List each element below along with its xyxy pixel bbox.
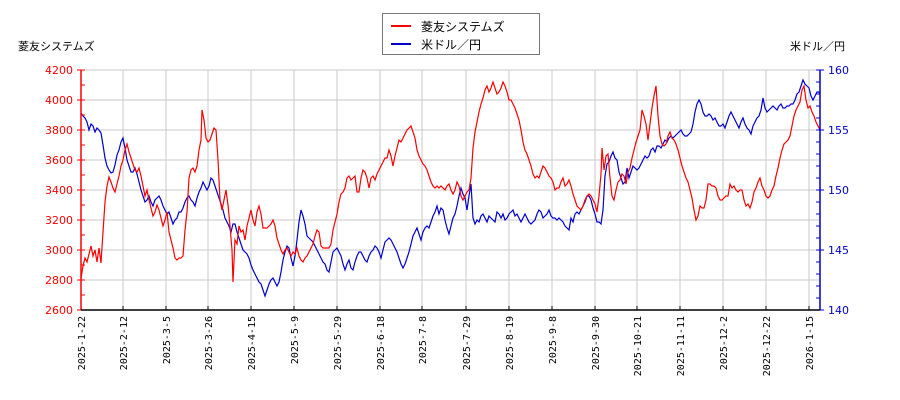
right-tick-label: 145: [828, 244, 849, 257]
x-tick-label: 2025-9-8: [548, 316, 559, 364]
right-tick-label: 160: [828, 64, 849, 77]
series-line: [80, 80, 821, 283]
right-tick-label: 150: [828, 184, 849, 197]
left-tick-label: 3800: [45, 124, 73, 137]
x-tick-label: 2025-7-8: [418, 316, 429, 364]
legend: 菱友システムズ 米ドル／円: [382, 13, 540, 55]
x-tick-label: 2025-3-5: [162, 316, 173, 364]
x-tick-label: 2025-5-29: [333, 316, 344, 370]
left-tick-label: 4200: [45, 64, 73, 77]
x-tick-label: 2025-1-22: [77, 316, 88, 370]
right-axis-title: 米ドル／円: [790, 40, 845, 53]
left-tick-label: 4000: [45, 94, 73, 107]
gridlines: [81, 69, 820, 310]
x-tick-label: 2025-6-18: [376, 316, 387, 370]
left-axis-title: 菱友システムズ: [18, 40, 95, 53]
legend-swatch-red: [391, 25, 411, 27]
left-tick-label: 3200: [45, 214, 73, 227]
legend-label-stock: 菱友システムズ: [421, 19, 505, 34]
legend-swatch-blue: [391, 43, 411, 45]
x-tick-label: 2026-1-15: [805, 316, 816, 370]
x-tick-label: 2025-7-29: [462, 316, 473, 370]
axes: 2600 2800 3000 3200 3400 3600 3800 4000 4200 140 1…: [45, 64, 849, 376]
x-tick-label: 2025-5-9: [290, 316, 301, 364]
x-tick-label: 2025-3-26: [204, 316, 215, 370]
x-tick-label: 2025-4-15: [247, 316, 258, 370]
x-tick-label: 2025-9-30: [591, 316, 602, 370]
x-tick-label: 2025-2-12: [119, 316, 130, 370]
left-tick-label: 3000: [45, 244, 73, 257]
legend-item-stock: 菱友システムズ: [391, 18, 505, 34]
x-tick-label: 2025-12-2: [719, 316, 730, 370]
right-tick-label: 155: [828, 124, 849, 137]
left-tick-label: 2800: [45, 274, 73, 287]
series-line: [80, 78, 821, 298]
x-tick-label: 2025-12-22: [762, 316, 773, 376]
left-tick-label: 2600: [45, 304, 73, 317]
legend-item-fx: 米ドル／円: [391, 36, 481, 52]
left-tick-label: 3400: [45, 184, 73, 197]
legend-label-fx: 米ドル／円: [421, 37, 482, 52]
left-tick-label: 3600: [45, 154, 73, 167]
right-tick-label: 140: [828, 304, 849, 317]
x-tick-label: 2025-11-11: [676, 316, 687, 376]
x-tick-label: 2025-8-19: [505, 316, 516, 370]
series-lines: [80, 78, 821, 298]
x-tick-label: 2025-10-21: [633, 316, 644, 376]
